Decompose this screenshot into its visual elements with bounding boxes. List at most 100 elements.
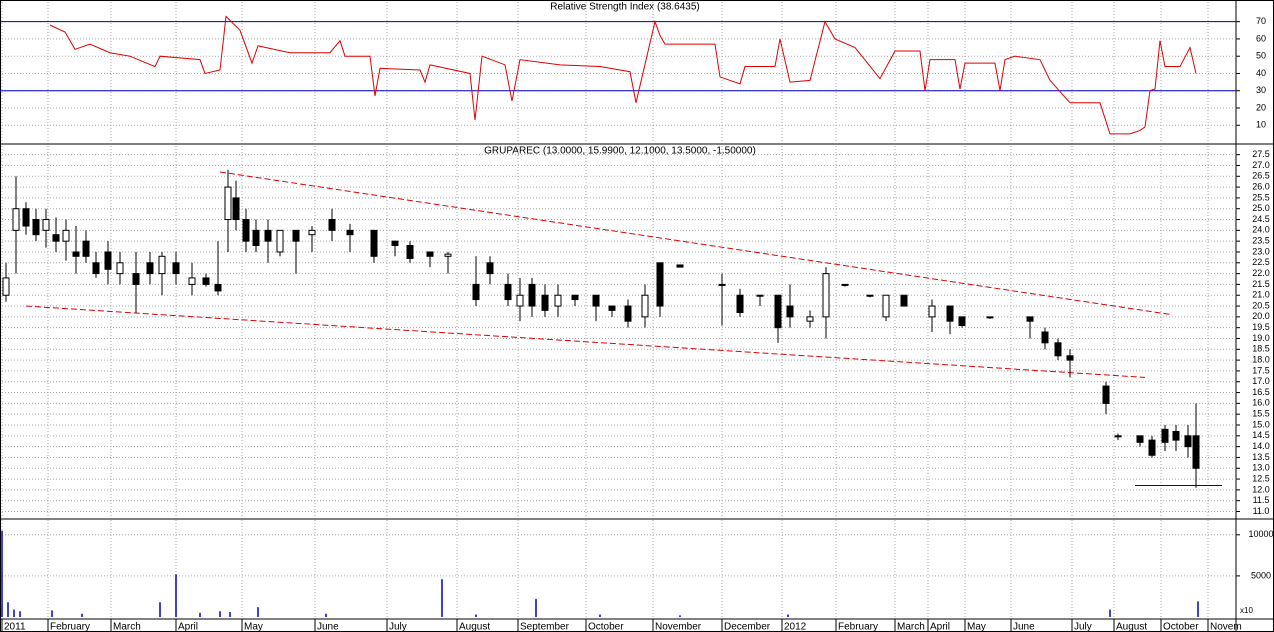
- candle-body: [62, 229, 70, 242]
- y-tick-label: 15.5: [1252, 409, 1270, 419]
- y-tick-label: 22.0: [1252, 268, 1270, 278]
- x-tick-label: 2011: [4, 622, 26, 632]
- candle-body: [554, 294, 562, 307]
- rsi-title: Relative Strength Index (38.6435): [550, 2, 700, 13]
- candle-body: [92, 262, 100, 275]
- x-tick-label: November: [655, 622, 702, 632]
- y-tick-label: 50: [1256, 51, 1266, 61]
- candle-body: [1041, 331, 1049, 344]
- candle-body: [346, 229, 354, 236]
- y-tick-label: 25.0: [1252, 203, 1270, 213]
- candle-body: [624, 305, 632, 322]
- candle-body: [328, 219, 336, 231]
- candle-body: [1114, 435, 1122, 438]
- x-tick-label: September: [520, 622, 570, 632]
- candle-body: [986, 316, 994, 319]
- candle-body: [52, 234, 60, 242]
- candle-body: [641, 294, 649, 318]
- candle-body: [1161, 428, 1169, 443]
- candle-body: [1066, 355, 1074, 361]
- y-tick-label: 16.0: [1252, 398, 1270, 408]
- candle-body: [866, 294, 874, 297]
- candle-body: [1026, 316, 1034, 322]
- x-tick-label: July: [389, 622, 407, 632]
- y-tick-label: 19.0: [1252, 333, 1270, 343]
- candle-body: [571, 294, 579, 301]
- candle-body: [264, 229, 272, 242]
- candle-body: [486, 262, 494, 275]
- trendline: [25, 305, 1146, 378]
- candle-body: [146, 262, 154, 275]
- candle-body: [391, 240, 399, 246]
- candle-body: [806, 316, 814, 322]
- x-tick-label: Novem: [1210, 622, 1242, 632]
- candle-body: [1148, 439, 1156, 456]
- x-tick-label: July: [1074, 622, 1092, 632]
- candle-body: [946, 305, 954, 322]
- x-tick-label: March: [113, 622, 141, 632]
- y-tick-label: 13.0: [1252, 463, 1270, 473]
- candle-body: [132, 273, 140, 285]
- y-tick-label: 23.0: [1252, 246, 1270, 256]
- candle-body: [406, 244, 414, 259]
- y-tick-label: 20: [1256, 102, 1266, 112]
- candle-body: [1172, 430, 1180, 441]
- y-tick-label: 27.0: [1252, 160, 1270, 170]
- x-tick-label: October: [588, 622, 624, 632]
- candle-body: [541, 294, 549, 311]
- candle-body: [444, 253, 452, 257]
- candle-body: [370, 229, 378, 257]
- y-tick-label: 21.5: [1252, 279, 1270, 289]
- y-tick-label: 23.5: [1252, 236, 1270, 246]
- candle-body: [232, 197, 240, 221]
- price-title: GRUPAREC (13.0000, 15.9900, 12.1000, 13.…: [484, 146, 756, 157]
- candle-body: [528, 283, 536, 307]
- trendline: [219, 171, 1173, 316]
- candle-body: [252, 229, 260, 246]
- candle-body: [42, 219, 50, 231]
- candle-body: [841, 283, 849, 286]
- candle-body: [214, 283, 222, 292]
- candle-body: [516, 294, 524, 307]
- candle-body: [72, 251, 80, 257]
- candle-body: [188, 277, 196, 285]
- x-tick-label: March: [897, 622, 925, 632]
- candle-body: [656, 262, 664, 307]
- candle-body: [12, 208, 20, 231]
- candle-body: [172, 262, 180, 275]
- y-tick-label: 24.5: [1252, 214, 1270, 224]
- candle-body: [504, 283, 512, 301]
- candle-body: [202, 277, 210, 285]
- candle-body: [472, 283, 480, 301]
- y-tick-label: 20.5: [1252, 300, 1270, 310]
- candle-body: [900, 294, 908, 307]
- x-tick-label: May: [967, 622, 986, 632]
- y-tick-label: 11.5: [1253, 495, 1270, 505]
- candle-body: [1054, 342, 1062, 357]
- candle-body: [22, 208, 30, 227]
- y-tick-label: 25.5: [1252, 192, 1270, 202]
- x-tick-label: August: [1116, 622, 1147, 632]
- y-tick-label: 14.0: [1252, 441, 1270, 451]
- y-tick-label: 13.5: [1252, 452, 1270, 462]
- y-tick-label: 26.5: [1252, 171, 1270, 181]
- candle-body: [756, 294, 764, 297]
- y-tick-label: 15.0: [1252, 419, 1270, 429]
- candle-body: [608, 305, 616, 311]
- candle-body: [1102, 385, 1110, 404]
- y-tick-label: 30: [1256, 85, 1266, 95]
- candle-body: [882, 294, 890, 318]
- candle-body: [104, 251, 112, 270]
- candle-body: [276, 229, 284, 253]
- candle-body: [736, 294, 744, 314]
- candle-body: [958, 316, 966, 327]
- candle-body: [592, 294, 600, 307]
- y-tick-label: 16.5: [1252, 387, 1270, 397]
- candle-body: [292, 229, 300, 242]
- x-tick-label: June: [1013, 622, 1035, 632]
- candle-body: [116, 262, 124, 275]
- y-tick-label: 70: [1256, 16, 1266, 26]
- candle-body: [718, 283, 726, 286]
- y-tick-label: 10000: [1248, 529, 1273, 539]
